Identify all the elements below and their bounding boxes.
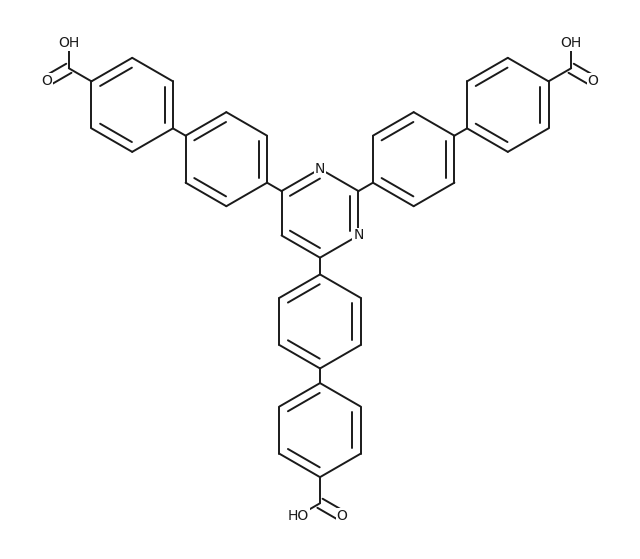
Text: O: O bbox=[336, 509, 347, 523]
Text: N: N bbox=[315, 162, 325, 176]
Text: HO: HO bbox=[287, 509, 309, 523]
Text: N: N bbox=[353, 229, 364, 243]
Text: OH: OH bbox=[561, 36, 582, 50]
Text: OH: OH bbox=[58, 36, 79, 50]
Text: O: O bbox=[588, 74, 598, 88]
Text: O: O bbox=[42, 74, 52, 88]
